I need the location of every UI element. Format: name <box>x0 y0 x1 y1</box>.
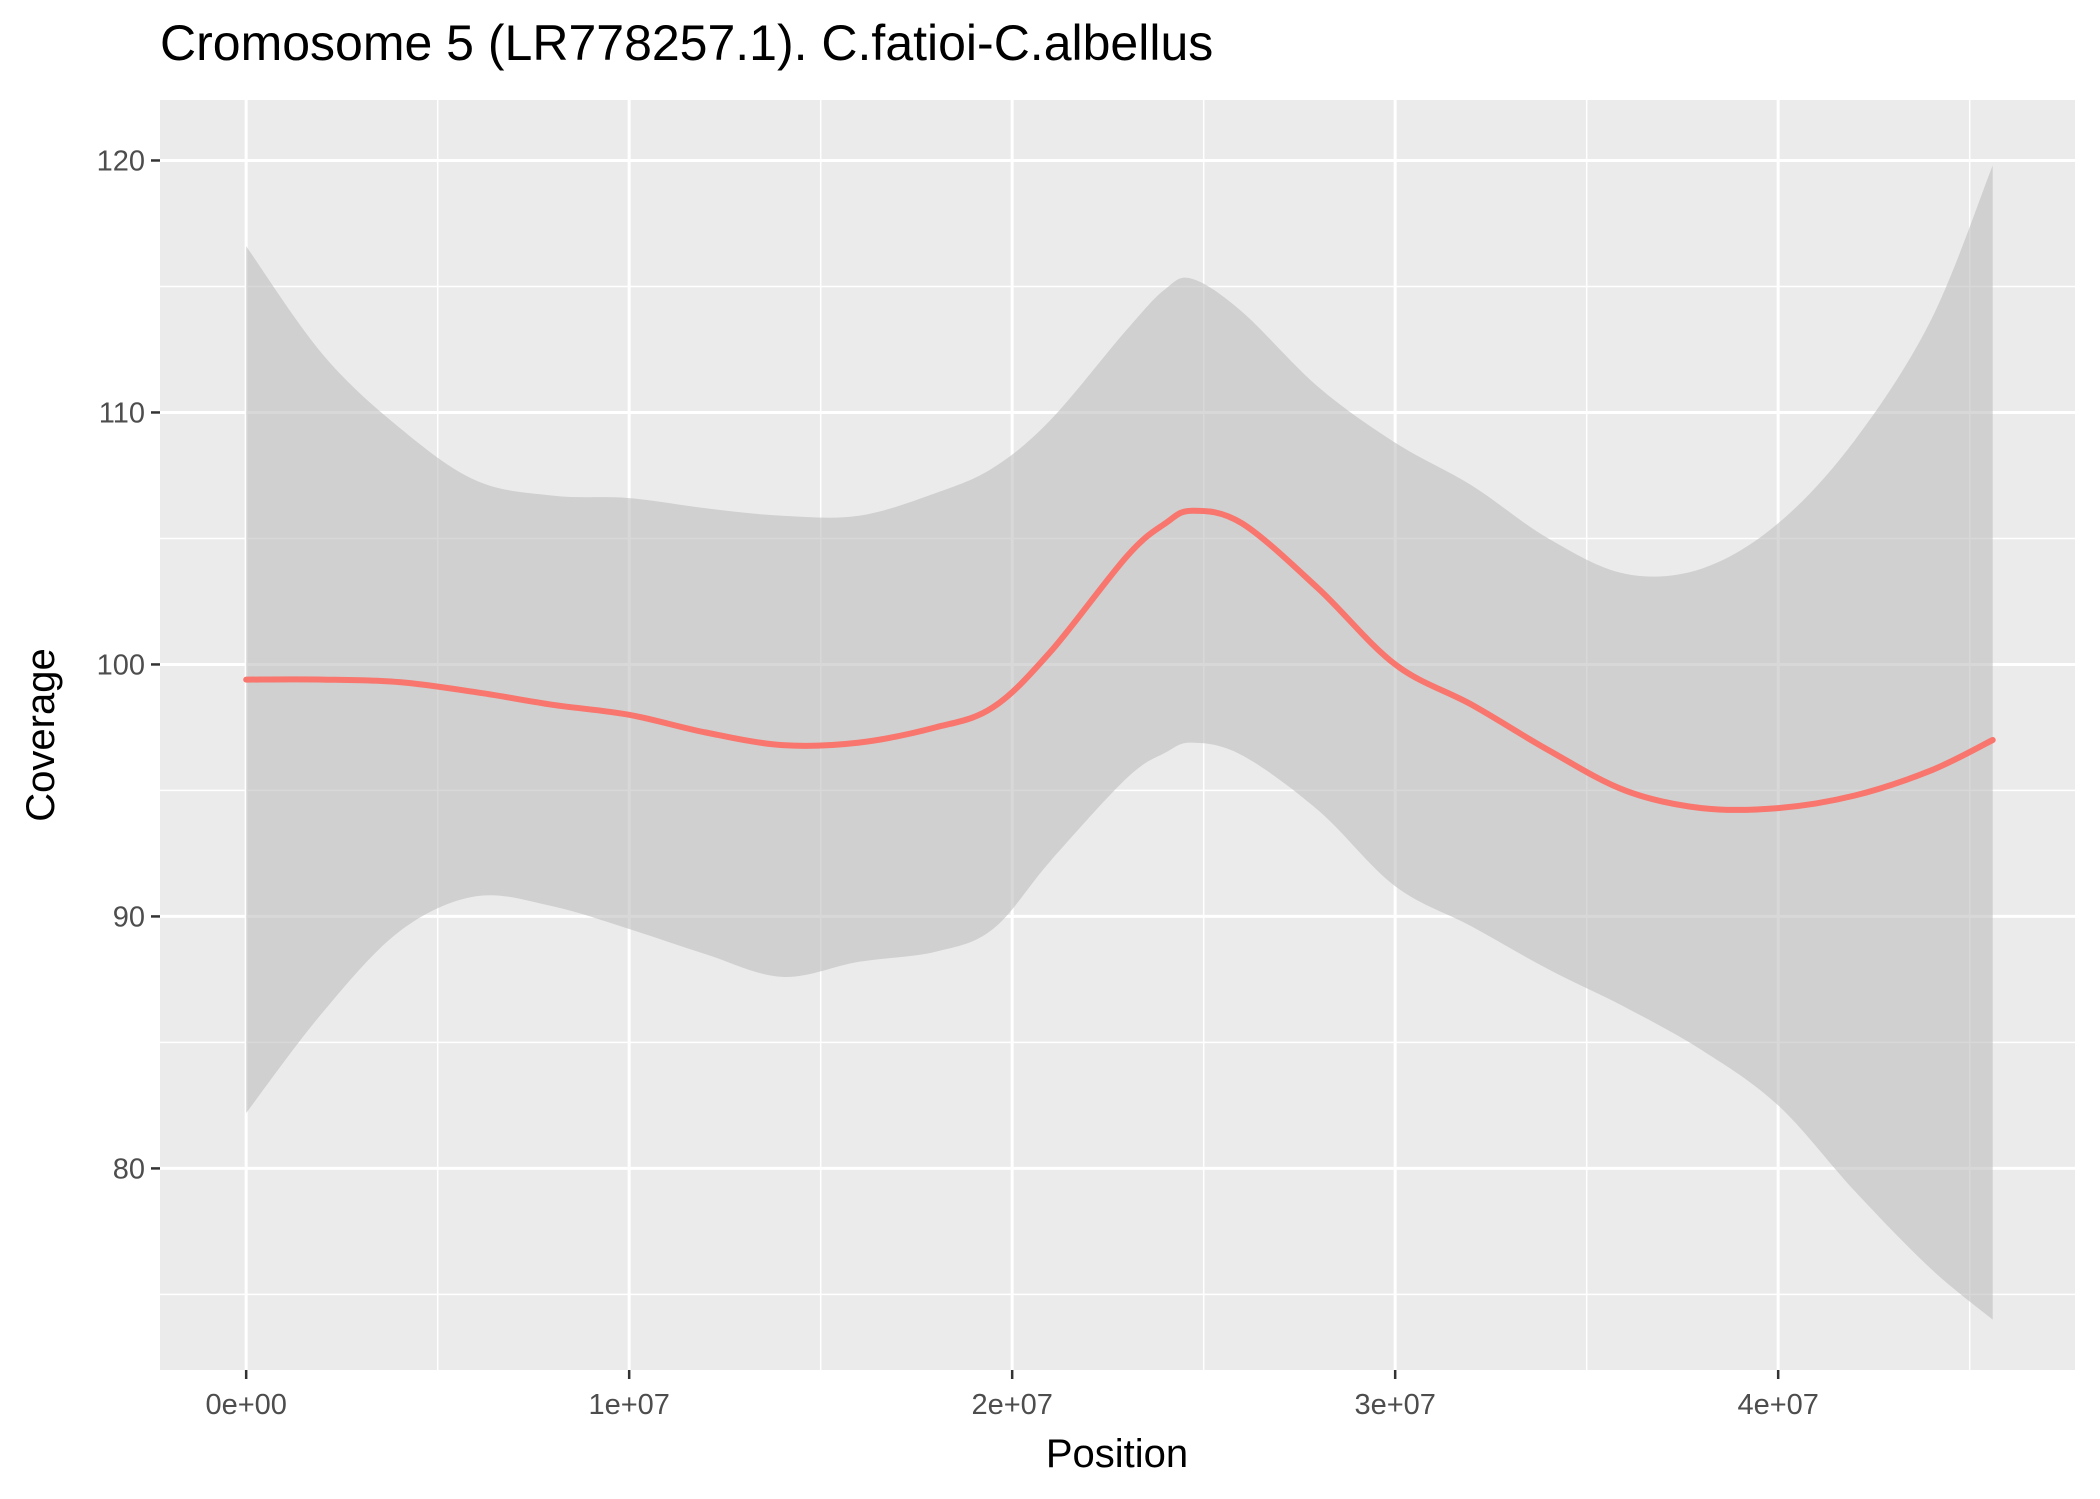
x-tick-label: 4e+07 <box>1737 1389 1818 1421</box>
y-tick-label: 80 <box>113 1153 145 1185</box>
x-tick-label: 2e+07 <box>971 1389 1052 1421</box>
y-tick-label: 120 <box>97 145 145 177</box>
y-axis-ticks: 80 90 100 110 120 <box>97 145 160 1185</box>
x-tick-label: 1e+07 <box>588 1389 669 1421</box>
y-axis-title: Coverage <box>19 648 63 821</box>
x-axis-ticks: 0e+00 1e+07 2e+07 3e+07 4e+07 <box>205 1370 1819 1421</box>
x-axis-title: Position <box>1046 1432 1188 1476</box>
confidence-band <box>246 165 1993 1320</box>
x-tick-label: 3e+07 <box>1354 1389 1435 1421</box>
x-tick-label: 0e+00 <box>205 1389 286 1421</box>
y-tick-label: 90 <box>113 901 145 933</box>
chart-title: Cromosome 5 (LR778257.1). C.fatioi-C.alb… <box>160 15 1213 71</box>
smoothed-coverage-line <box>243 507 1996 813</box>
y-tick-label: 100 <box>97 649 145 681</box>
y-tick-label: 110 <box>99 397 145 429</box>
